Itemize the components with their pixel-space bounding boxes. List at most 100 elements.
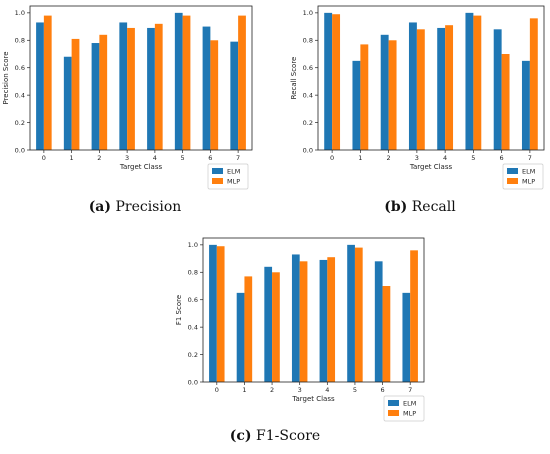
x-tick-label: 6 — [380, 386, 384, 394]
bar-elm-1 — [236, 292, 245, 382]
bar-elm-0 — [209, 244, 217, 382]
x-tick-label: 4 — [153, 154, 157, 162]
x-tick-label: 4 — [443, 154, 447, 162]
caption-b-text: Recall — [411, 199, 456, 215]
bar-elm-2 — [380, 34, 389, 150]
y-tick-label: 0.6 — [15, 64, 25, 72]
bar-mlp-1 — [71, 38, 80, 150]
x-tick-label: 1 — [70, 154, 74, 162]
y-axis-label: F1 Score — [175, 295, 183, 325]
y-tick-label: 1.0 — [303, 9, 313, 17]
y-tick-label: 0.4 — [303, 91, 313, 99]
bar-elm-2 — [91, 43, 100, 150]
x-tick-label: 3 — [125, 154, 129, 162]
legend-label-mlp: MLP — [227, 178, 240, 186]
bar-mlp-5 — [182, 15, 191, 150]
caption-b-letter: (b) — [384, 199, 408, 215]
caption-a-letter: (a) — [88, 199, 112, 215]
bar-mlp-7 — [238, 15, 246, 150]
y-tick-label: 0.6 — [188, 296, 198, 304]
bar-elm-5 — [465, 12, 474, 150]
y-tick-label: 0.8 — [15, 37, 25, 45]
x-tick-label: 5 — [181, 154, 185, 162]
bar-mlp-0 — [332, 14, 341, 150]
y-tick-label: 0.0 — [188, 378, 198, 386]
chart-panel-c: 0 1 2 3 4 5 6 7 0.0 0.2 0.4 0.6 0.8 1.0 Target Class F1… — [175, 237, 425, 422]
legend: ELM MLP — [502, 163, 544, 190]
x-tick-label: 7 — [528, 154, 532, 162]
y-tick-label: 1.0 — [15, 9, 25, 17]
bar-elm-3 — [119, 22, 128, 151]
y-axis-label: Recall Score — [290, 57, 298, 100]
bar-elm-1 — [352, 60, 361, 150]
bar-mlp-7 — [529, 18, 538, 150]
bar-elm-4 — [147, 27, 155, 151]
x-tick-label: 5 — [353, 386, 357, 394]
x-tick-label: 0 — [42, 154, 46, 162]
x-tick-label: 1 — [358, 154, 362, 162]
bar-mlp-2 — [99, 34, 108, 150]
x-tick-label: 2 — [387, 154, 391, 162]
legend-label-elm: ELM — [522, 168, 535, 176]
legend-swatch-mlp — [507, 178, 518, 184]
bar-mlp-2 — [388, 40, 397, 150]
x-tick-label: 1 — [242, 386, 246, 394]
x-tick-label: 6 — [208, 154, 212, 162]
bar-mlp-3 — [416, 29, 425, 150]
plot-frame — [317, 5, 545, 151]
bar-mlp-6 — [382, 286, 391, 382]
bar-elm-6 — [374, 261, 383, 382]
bar-elm-7 — [230, 41, 239, 150]
bar-elm-5 — [174, 12, 183, 150]
bar-elm-4 — [319, 259, 328, 382]
bar-elm-0 — [324, 12, 333, 150]
legend-label-elm: ELM — [403, 400, 416, 408]
legend: ELM MLP — [383, 395, 425, 422]
x-axis-label: Target Class — [291, 395, 335, 403]
bar-elm-3 — [291, 254, 300, 382]
x-axis-label: Target Class — [409, 163, 453, 171]
bar-elm-4 — [437, 27, 446, 151]
chart-panel-a: 0 1 2 3 4 5 6 7 0.0 0.2 0.4 0.6 0.8 1.0 Target Class Pr… — [2, 5, 253, 190]
bar-mlp-4 — [154, 23, 163, 151]
x-tick-label: 5 — [471, 154, 475, 162]
bar-mlp-3 — [299, 261, 308, 382]
x-tick-label: 3 — [415, 154, 419, 162]
chart-panel-b: 0 1 2 3 4 5 6 7 0.0 0.2 0.4 0.6 0.8 1.0 Target Class Re… — [290, 5, 545, 190]
x-tick-label: 3 — [298, 386, 302, 394]
bar-elm-7 — [521, 60, 530, 150]
x-tick-label: 2 — [97, 154, 101, 162]
caption-a: (a) Precision — [55, 199, 215, 215]
caption-a-text: Precision — [115, 199, 182, 215]
bar-elm-5 — [347, 244, 355, 382]
legend: ELM MLP — [207, 163, 249, 190]
plot-frame — [202, 237, 425, 383]
legend-swatch-mlp — [212, 178, 223, 184]
legend-swatch-elm — [507, 168, 518, 174]
y-tick-label: 0.8 — [303, 37, 313, 45]
y-tick-label: 0.0 — [303, 146, 313, 154]
caption-c-text: F1-Score — [256, 428, 321, 444]
bar-mlp-4 — [327, 257, 336, 382]
caption-c-letter: (c) — [229, 428, 252, 444]
legend-swatch-mlp — [388, 410, 399, 416]
x-axis-label: Target Class — [119, 163, 163, 171]
bar-mlp-6 — [210, 40, 219, 150]
caption-b: (b) Recall — [340, 199, 500, 215]
legend-label-mlp: MLP — [522, 178, 535, 186]
bar-mlp-5 — [354, 247, 363, 382]
bar-elm-7 — [402, 292, 411, 382]
bar-mlp-0 — [216, 246, 225, 382]
x-tick-label: 0 — [215, 386, 219, 394]
bar-mlp-5 — [473, 15, 482, 150]
legend-swatch-elm — [212, 168, 223, 174]
bar-mlp-1 — [244, 276, 253, 382]
bar-elm-1 — [63, 56, 72, 150]
bar-mlp-1 — [360, 44, 369, 150]
bar-mlp-0 — [43, 15, 52, 150]
bar-mlp-4 — [445, 25, 454, 151]
bar-mlp-6 — [501, 54, 510, 150]
x-tick-label: 4 — [325, 386, 329, 394]
bar-elm-3 — [408, 22, 417, 151]
